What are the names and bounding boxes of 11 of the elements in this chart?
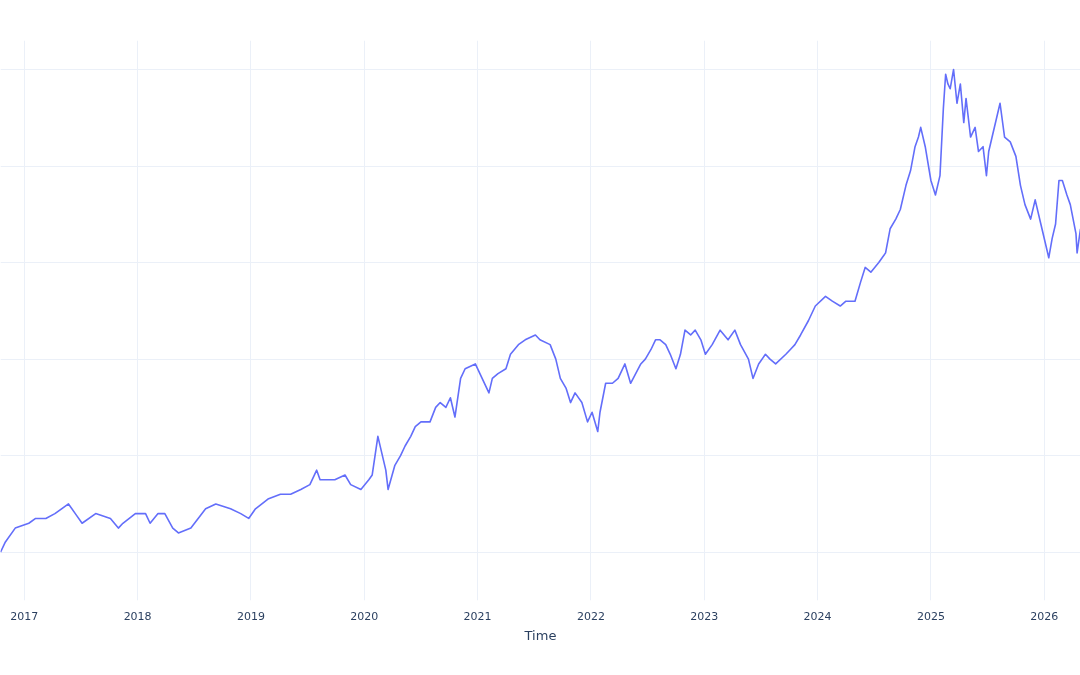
x-tick-label: 2021	[463, 609, 492, 623]
x-axis-title: Time	[523, 627, 557, 643]
x-tick-label: 2018	[123, 609, 152, 623]
x-tick-label: 2019	[236, 609, 265, 623]
x-tick-label: 2024	[803, 609, 832, 623]
x-tick-label: 2022	[576, 609, 605, 623]
x-tick-label: 2023	[690, 609, 719, 623]
x-tick-label: 2020	[350, 609, 379, 623]
x-tick-label: 2017	[10, 609, 39, 623]
x-tick-label: 2025	[916, 609, 945, 623]
x-tick-label: 2026	[1030, 609, 1059, 623]
